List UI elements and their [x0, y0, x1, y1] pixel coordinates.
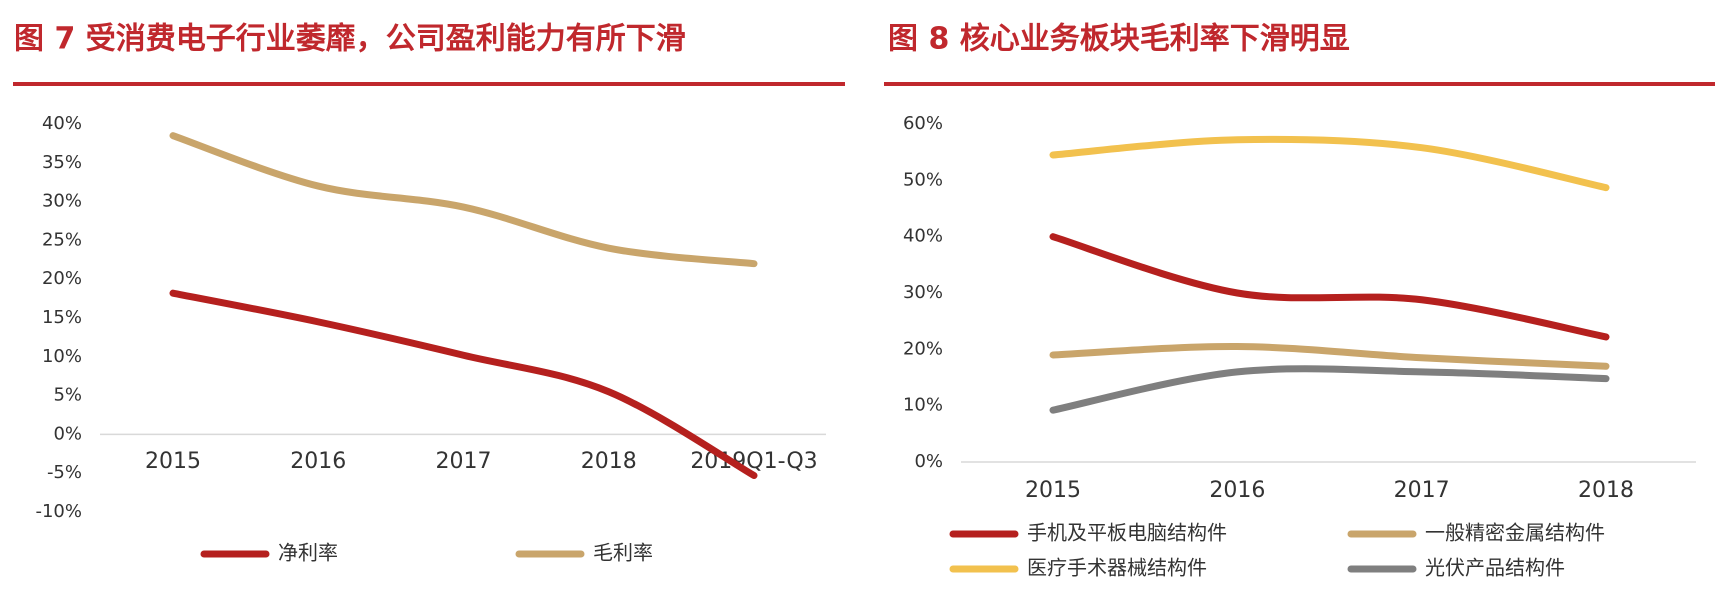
- y-tick-label: 30%: [903, 282, 943, 303]
- line-series: [1049, 233, 1610, 341]
- y-tick-label: 0%: [914, 451, 943, 472]
- y-tick-label: 35%: [42, 152, 82, 173]
- chart-title: 图 8 核心业务板块毛利率下滑明显: [888, 22, 1350, 57]
- y-tick-label: 40%: [903, 226, 943, 247]
- y-tick-label: 60%: [903, 113, 943, 134]
- y-tick-label: 25%: [42, 229, 82, 250]
- y-tick-label: 20%: [42, 268, 82, 289]
- legend-label: 毛利率: [593, 541, 653, 565]
- line-series: [169, 132, 758, 268]
- x-tick-label: 2019Q1-Q3: [690, 449, 817, 474]
- y-tick-label: 0%: [53, 423, 82, 444]
- x-tick-label: 2018: [1578, 478, 1634, 503]
- x-tick-label: 2015: [1025, 478, 1081, 503]
- legend-label: 一般精密金属结构件: [1425, 521, 1605, 545]
- y-tick-label: -5%: [47, 462, 82, 483]
- legend-label: 手机及平板电脑结构件: [1027, 521, 1227, 545]
- legend-label: 医疗手术器械结构件: [1027, 556, 1207, 580]
- line-series: [1049, 365, 1610, 414]
- line-series: [1049, 343, 1610, 370]
- y-tick-label: 30%: [42, 191, 82, 212]
- line-series: [1049, 135, 1610, 192]
- x-tick-label: 2016: [290, 449, 346, 474]
- y-tick-label: 50%: [903, 169, 943, 190]
- y-tick-label: -10%: [35, 501, 82, 522]
- y-tick-label: 40%: [42, 113, 82, 134]
- y-tick-label: 10%: [903, 395, 943, 416]
- y-tick-label: 10%: [42, 346, 82, 367]
- x-tick-label: 2017: [1394, 478, 1450, 503]
- y-tick-label: 5%: [53, 385, 82, 406]
- line-series: [169, 289, 758, 480]
- y-tick-label: 15%: [42, 307, 82, 328]
- x-tick-label: 2015: [145, 449, 201, 474]
- x-tick-label: 2016: [1209, 478, 1265, 503]
- legend-label: 净利率: [278, 541, 338, 565]
- x-tick-label: 2018: [581, 449, 637, 474]
- x-tick-label: 2017: [436, 449, 492, 474]
- y-tick-label: 20%: [903, 338, 943, 359]
- legend-label: 光伏产品结构件: [1425, 556, 1565, 580]
- chart-title: 图 7 受消费电子行业萎靡，公司盈利能力有所下滑: [14, 22, 686, 57]
